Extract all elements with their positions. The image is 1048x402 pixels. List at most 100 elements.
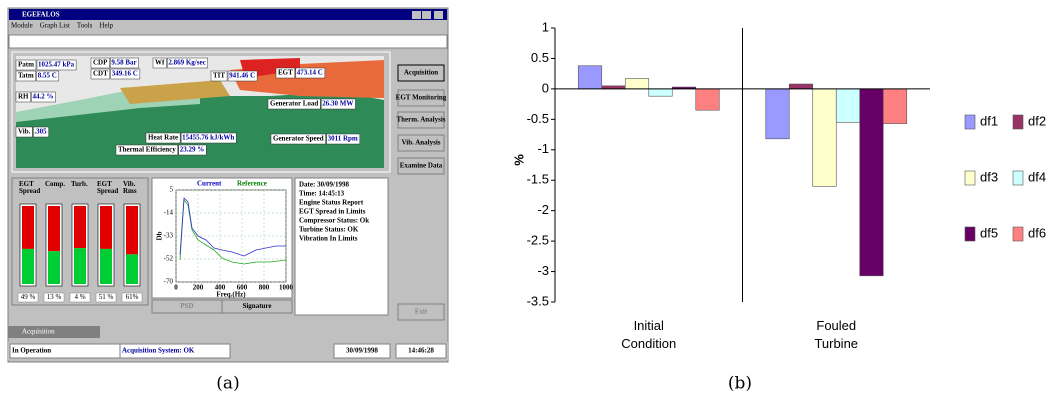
legend-label: Reference (237, 180, 267, 188)
x-axis-label: Freq.(Hz) (216, 291, 246, 299)
report-line: Vibration In Limits (299, 235, 358, 243)
reading-label: CDP (93, 59, 108, 67)
report-line: Turbine Status: OK (299, 226, 359, 234)
legend-label: df1 (980, 113, 998, 128)
reading-value: 8.55 C (38, 72, 57, 80)
gauge-label: Comp. (45, 180, 65, 188)
gauge-value: 51 % (99, 293, 114, 301)
button-label[interactable]: EGT Monitoring (396, 94, 447, 102)
plot-button-label[interactable]: PSD (180, 302, 193, 310)
y-tick-label: -70 (164, 278, 174, 286)
reading-label: Thermal Efficiency (118, 146, 176, 154)
x-tick-label: 800 (259, 284, 270, 292)
legend-swatch (1013, 115, 1023, 129)
reading-label: Wf (155, 59, 165, 67)
menu-item[interactable]: Graph List (40, 22, 70, 30)
legend-label: df2 (1028, 113, 1046, 128)
gauge-value: 49 % (21, 293, 36, 301)
bar (578, 66, 602, 89)
gauge-green (126, 254, 138, 284)
x-tick-label: 1000 (279, 284, 294, 292)
reading-value: 473.14 C (297, 69, 323, 77)
maximize-button[interactable] (422, 11, 431, 19)
window-title: EGEFALOS (22, 11, 60, 19)
menu-item[interactable]: Help (99, 22, 113, 30)
reading-value: 9.58 Bar (111, 59, 136, 67)
reading-value: 941.46 C (229, 72, 255, 80)
reading-value: 3011 Rpm (328, 135, 358, 143)
taskbar-label[interactable]: Acquisition (22, 328, 55, 336)
y-tick-label: -52 (164, 255, 174, 263)
y-tick-label: -1.5 (527, 172, 549, 187)
reading-label: EGT (278, 69, 293, 77)
reading-value: 349.16 C (112, 70, 138, 78)
y-tick-label: 1 (542, 19, 549, 34)
legend-swatch (1013, 171, 1023, 185)
button-label[interactable]: Exit (415, 308, 428, 316)
reading-label: CDT (93, 70, 108, 78)
close-button[interactable] (434, 11, 443, 19)
bar (696, 89, 720, 110)
legend-swatch (965, 115, 975, 129)
minimize-button[interactable] (412, 11, 421, 19)
menu-item[interactable]: Tools (77, 22, 93, 30)
reading-value: .305 (34, 128, 47, 136)
bar (625, 79, 649, 89)
report-line: Compressor Status: Ok (299, 217, 369, 225)
gauge-green (74, 248, 86, 284)
gauge-green (22, 249, 34, 284)
status-text: 30/09/1998 (346, 347, 378, 355)
gauge-red (100, 206, 112, 249)
plot-button-label[interactable]: Signature (242, 302, 271, 310)
bar (883, 89, 907, 124)
button-label[interactable]: Vib. Analysis (401, 139, 440, 147)
reading-label: RH (18, 93, 29, 101)
menu-item[interactable]: Module (11, 22, 33, 30)
y-tick-label: -33 (164, 232, 174, 240)
reading-label: TIT (213, 72, 225, 80)
gauge-green (100, 249, 112, 284)
report-line: Time: 14:45:13 (299, 190, 345, 198)
y-tick-label: -2 (537, 202, 549, 217)
button-label[interactable]: Therm. Analysis (396, 116, 445, 124)
button-label[interactable]: Examine Data (400, 162, 443, 170)
bar (649, 89, 673, 96)
reading-value: 15455.76 kJ/kWh (182, 134, 234, 142)
reading-label: Patm (18, 61, 34, 69)
y-tick-label: -3 (537, 263, 549, 278)
caption: (b) (728, 374, 752, 394)
gauge-red (22, 206, 34, 249)
caption: (a) (216, 374, 239, 394)
y-axis-label: % (511, 154, 526, 166)
reading-label: Tatm (18, 72, 34, 80)
legend-label: df5 (980, 225, 998, 240)
legend-label: df3 (980, 169, 998, 184)
legend-label: Current (197, 180, 222, 188)
legend-label: df4 (1028, 169, 1046, 184)
bar (860, 89, 884, 276)
button-label[interactable]: Acquisition (404, 69, 438, 77)
report-line: Date: 30/09/1998 (299, 181, 349, 189)
gauge-red (126, 206, 138, 254)
status-text: Acquisition System: OK (122, 347, 195, 355)
y-tick-label: -2.5 (527, 233, 549, 248)
y-tick-label: 5 (170, 186, 174, 194)
y-tick-label: -1 (537, 141, 549, 156)
screenshot: EGEFALOS Module Graph List Tools Help Patm 10… (8, 8, 448, 362)
toolbar (9, 35, 447, 48)
x-tick-label: 0 (174, 284, 178, 292)
legend-swatch (965, 227, 975, 241)
x-tick-label: FouledTurbine (814, 318, 858, 351)
page: {"figure_a": { "window_title": "EGEFALOS… (0, 0, 1048, 402)
y-tick-label: 0 (542, 80, 549, 95)
legend-swatch (1013, 227, 1023, 241)
y-tick-label: -3.5 (527, 293, 549, 308)
reading-value: 2.869 Kg/sec (168, 59, 205, 67)
x-tick-label: 200 (193, 284, 204, 292)
gauge-red (48, 206, 60, 251)
gauge-green (48, 251, 60, 284)
gauge-label: Vib.Rms (123, 180, 137, 195)
y-tick-label: 0.5 (531, 50, 549, 65)
